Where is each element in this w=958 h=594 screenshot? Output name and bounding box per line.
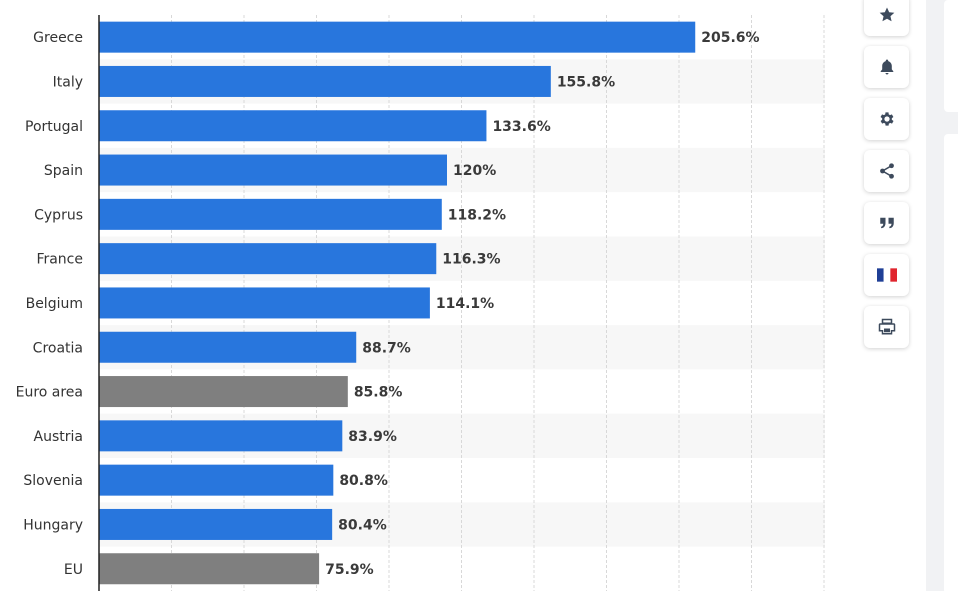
value-label: 75.9%: [325, 562, 374, 578]
value-label: 133.6%: [492, 119, 550, 135]
value-label: 120%: [453, 163, 496, 179]
print-button[interactable]: [864, 306, 909, 348]
value-label: 155.8%: [557, 74, 615, 90]
bar-austria: [99, 420, 343, 452]
bar-belgium: [99, 287, 430, 319]
value-label: 205.6%: [701, 30, 759, 46]
share-button[interactable]: [864, 150, 909, 192]
printer-icon: [878, 318, 895, 335]
share-icon: [879, 163, 894, 179]
category-label: Portugal: [25, 119, 83, 135]
chart-canvas: Greece 205.6% Italy 155.8% Portugal 133.6% Spa…: [16, 15, 825, 591]
category-label: Austria: [34, 429, 83, 445]
value-label: 85.8%: [354, 385, 403, 401]
bar-euro-area: [99, 376, 348, 408]
category-label: Euro area: [16, 385, 83, 401]
value-label: 114.1%: [436, 296, 494, 312]
bar-greece: [99, 21, 696, 53]
value-label: 80.4%: [338, 517, 387, 533]
bar-spain: [99, 154, 447, 186]
bar-hungary: [99, 508, 333, 540]
value-label: 88.7%: [362, 340, 411, 356]
bar-france: [99, 243, 437, 275]
category-label: Slovenia: [23, 473, 83, 489]
settings-button[interactable]: [864, 98, 909, 140]
favorite-button[interactable]: [864, 0, 909, 36]
value-label: 80.8%: [339, 473, 388, 489]
bar-slovenia: [99, 464, 334, 496]
side-panel: [926, 0, 958, 594]
category-label: Greece: [33, 30, 83, 46]
bar-portugal: [99, 110, 487, 142]
value-label: 118.2%: [448, 207, 506, 223]
category-label: Croatia: [33, 340, 83, 356]
bar-cyprus: [99, 198, 442, 230]
bar-croatia: [99, 331, 357, 363]
language-button[interactable]: [864, 254, 909, 296]
gear-icon: [880, 112, 894, 126]
star-icon: [879, 7, 894, 22]
category-label: EU: [64, 562, 83, 578]
value-label: 116.3%: [442, 252, 500, 268]
category-label: Hungary: [23, 517, 83, 533]
side-panel-card: [944, 0, 958, 112]
category-label: Cyprus: [34, 207, 83, 223]
quote-icon: [879, 217, 894, 229]
notification-button[interactable]: [864, 46, 909, 88]
category-label: Italy: [53, 74, 83, 90]
bar-eu: [99, 553, 320, 585]
bell-icon: [880, 59, 893, 75]
category-label: Belgium: [26, 296, 83, 312]
category-label: Spain: [44, 163, 83, 179]
french-flag-icon: [876, 268, 897, 282]
value-label: 83.9%: [348, 429, 397, 445]
cite-button[interactable]: [864, 202, 909, 244]
side-panel-card: [944, 134, 958, 594]
bar-italy: [99, 65, 551, 97]
category-label: France: [36, 252, 83, 268]
debt-bar-chart: Greece 205.6% Italy 155.8% Portugal 133.6% Spa…: [16, 15, 825, 591]
